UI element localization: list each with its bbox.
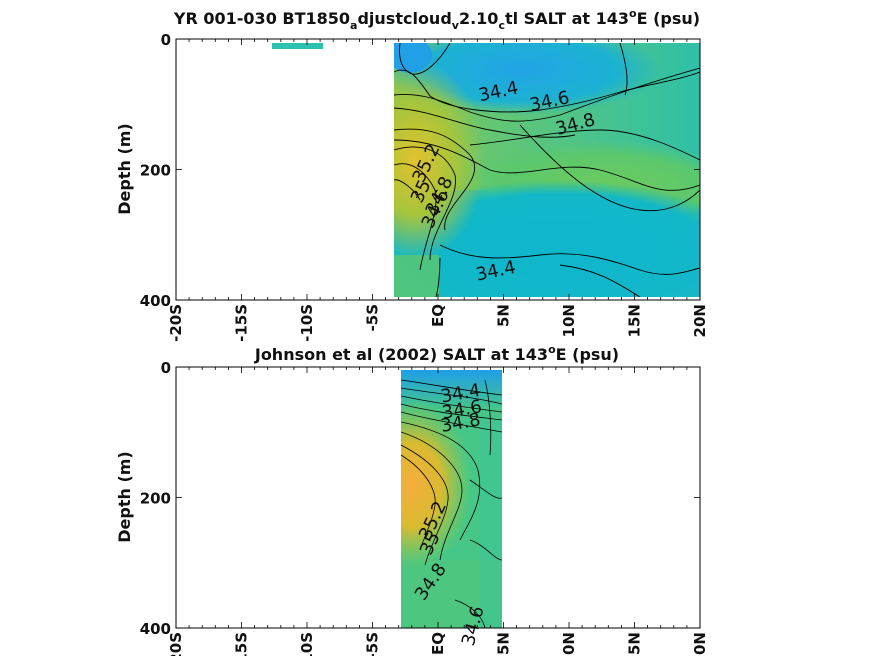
salinity-field [401, 370, 502, 628]
x-tick-label: -20S [167, 304, 185, 342]
x-tick-label: 5N [495, 632, 513, 655]
x-tick-label: -15S [233, 632, 251, 656]
ticks: -20S -15S -10S -5S EQ 5N 10N 15N 20N 0 200 400 [140, 359, 709, 656]
title-part: o [629, 7, 637, 20]
small-data-patch [272, 43, 323, 49]
panel-top: YR 001-030 BT1850adjustcloudv2.10ctl SAL… [115, 7, 709, 342]
x-tick-label: EQ [429, 632, 447, 655]
title-part: Johnson et al (2002) SALT at 143 [254, 345, 548, 364]
x-tick-label: -5S [364, 304, 382, 331]
ticks: -20S -15S -10S -5S EQ 5N 10N 15N 20N 0 200 400 [140, 31, 709, 342]
title-part: 2.10 [459, 9, 498, 28]
x-tick-label: 20N [691, 632, 709, 656]
x-tick-label: 10N [560, 304, 578, 337]
y-tick-label: 200 [140, 162, 171, 180]
x-tick-label: 15N [626, 304, 644, 337]
title-part: tl SALT at 143 [505, 9, 629, 28]
x-tick-label: -10S [298, 304, 316, 342]
x-tick-label: -15S [233, 304, 251, 342]
title-part: a [350, 19, 357, 32]
title-part: YR 001-030 BT1850 [173, 9, 350, 28]
x-tick-label: 15N [626, 632, 644, 656]
title-part: v [452, 19, 460, 32]
title-part: E (psu) [556, 345, 620, 364]
y-tick-label: 400 [140, 292, 171, 310]
x-tick-label: 20N [691, 304, 709, 337]
y-axis-label: Depth (m) [115, 123, 134, 215]
x-tick-label: -20S [167, 632, 185, 656]
contour-lines [394, 43, 700, 297]
chart-title: YR 001-030 BT1850adjustcloudv2.10ctl SAL… [173, 7, 700, 32]
panel-bottom: Johnson et al (2002) SALT at 143oE (psu)… [115, 343, 709, 656]
x-tick-label: 5N [495, 304, 513, 327]
x-tick-label: -5S [364, 632, 382, 656]
x-tick-label: -10S [298, 632, 316, 656]
contour-lines [401, 379, 502, 628]
title-part: c [498, 19, 505, 32]
y-tick-label: 400 [140, 620, 171, 638]
title-part: djustcloud [357, 9, 451, 28]
y-tick-label: 200 [140, 490, 171, 508]
y-tick-label: 0 [161, 31, 171, 49]
chart-title: Johnson et al (2002) SALT at 143oE (psu) [254, 343, 619, 364]
x-tick-label: 10N [560, 632, 578, 656]
title-part: E (psu) [637, 9, 701, 28]
y-axis-label: Depth (m) [115, 451, 134, 543]
y-tick-label: 0 [161, 359, 171, 377]
x-tick-label: EQ [429, 304, 447, 327]
salinity-field [394, 43, 700, 297]
title-part: o [548, 343, 556, 356]
